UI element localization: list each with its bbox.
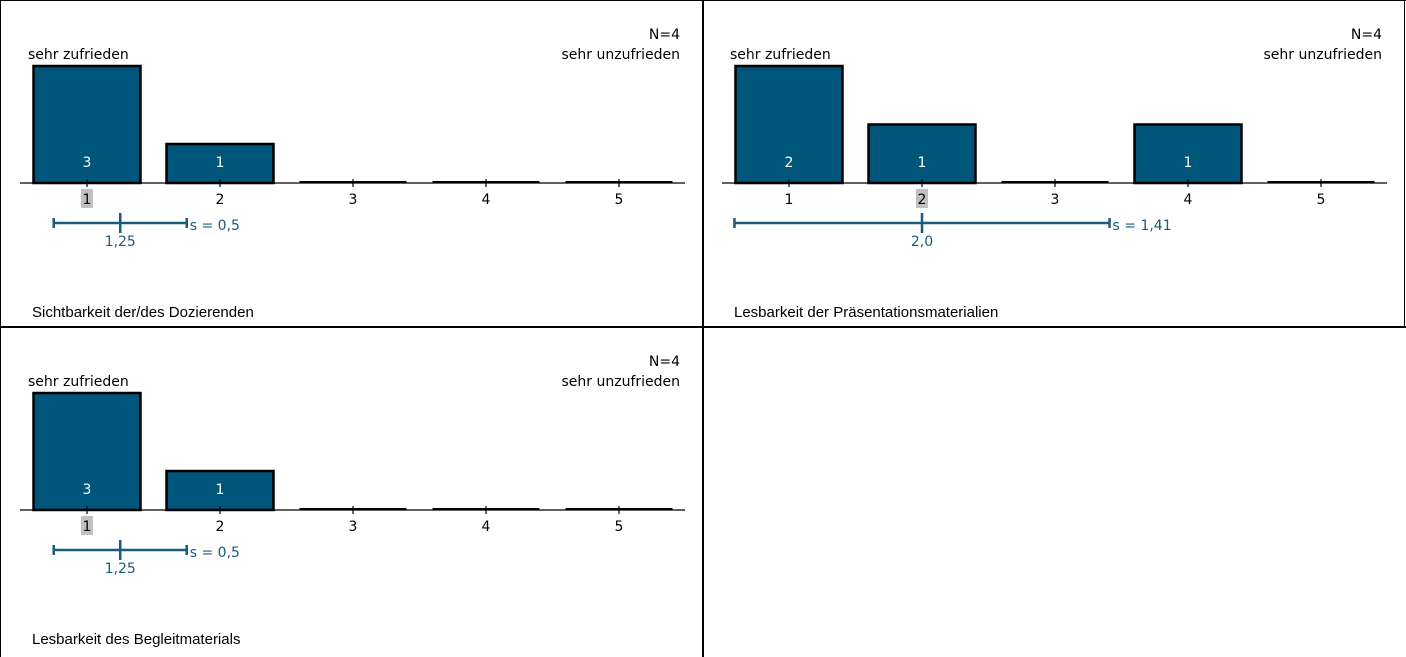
grid-divider-vertical bbox=[702, 0, 704, 657]
x-tick-label: 1 bbox=[785, 192, 794, 208]
chart-svg: N=4 sehr unzufrieden sehr zufrieden 3 1 1 2 3 4 5… bbox=[20, 27, 685, 250]
n-label: N=4 bbox=[1351, 27, 1382, 43]
bar bbox=[1133, 123, 1243, 185]
bar-value-label: 1 bbox=[918, 155, 927, 171]
bar-value-label: 3 bbox=[83, 155, 92, 171]
sd-label: s = 0,5 bbox=[190, 545, 240, 561]
sd-label: s = 0,5 bbox=[190, 218, 240, 234]
n-label: N=4 bbox=[649, 354, 680, 370]
bar bbox=[734, 64, 844, 185]
x-tick-label: 5 bbox=[615, 519, 624, 535]
grid-border-top bbox=[0, 0, 1406, 1]
median-highlight bbox=[81, 516, 93, 535]
n-label: N=4 bbox=[649, 27, 680, 43]
chart-svg: N=4 sehr unzufrieden sehr zufrieden 3 1 1 2 3 4 5… bbox=[20, 354, 685, 577]
left-anchor-label: sehr zufrieden bbox=[28, 374, 129, 390]
x-tick-label: 1 bbox=[83, 192, 92, 208]
left-anchor-label: sehr zufrieden bbox=[730, 47, 831, 63]
x-tick-label: 4 bbox=[482, 519, 491, 535]
grid-border-left bbox=[0, 0, 1, 657]
right-anchor-label: sehr unzufrieden bbox=[1263, 47, 1382, 63]
x-tick-label: 4 bbox=[1184, 192, 1193, 208]
x-tick-label: 2 bbox=[216, 192, 225, 208]
grid-border-right bbox=[1404, 0, 1405, 328]
x-tick-label: 3 bbox=[349, 192, 358, 208]
chart-svg: N=4 sehr unzufrieden sehr zufrieden 2 1 1 1 2 3 4… bbox=[722, 27, 1387, 250]
right-anchor-label: sehr unzufrieden bbox=[561, 374, 680, 390]
mean-label: 2,0 bbox=[911, 234, 933, 250]
chart-panel-3: N=4 sehr unzufrieden sehr zufrieden 3 1 1 2 3 4 5… bbox=[0, 327, 702, 653]
x-tick-label: 2 bbox=[216, 519, 225, 535]
x-tick-label: 3 bbox=[1051, 192, 1060, 208]
bar-value-label: 1 bbox=[216, 155, 225, 171]
chart-title: Sichtbarkeit der/des Dozierenden bbox=[32, 304, 254, 321]
x-tick-label: 5 bbox=[615, 192, 624, 208]
chart-title: Lesbarkeit der Präsentationsmaterialien bbox=[734, 304, 999, 321]
sd-label: s = 1,41 bbox=[1113, 218, 1172, 234]
right-anchor-label: sehr unzufrieden bbox=[561, 47, 680, 63]
bar bbox=[165, 469, 275, 512]
x-tick-label: 5 bbox=[1317, 192, 1326, 208]
median-highlight bbox=[916, 189, 928, 208]
bar-value-label: 1 bbox=[216, 482, 225, 498]
chart-panel-1: N=4 sehr unzufrieden sehr zufrieden 3 1 1 2 3 4 5… bbox=[0, 0, 702, 326]
bar-value-label: 1 bbox=[1184, 155, 1193, 171]
bar bbox=[867, 123, 977, 185]
x-tick-label: 4 bbox=[482, 192, 491, 208]
grid-divider-horizontal bbox=[0, 326, 1406, 328]
chart-panel-2: N=4 sehr unzufrieden sehr zufrieden 2 1 1 1 2 3 4… bbox=[702, 0, 1404, 326]
chart-title: Lesbarkeit des Begleitmaterials bbox=[32, 631, 241, 648]
mean-label: 1,25 bbox=[105, 561, 136, 577]
x-tick-label: 3 bbox=[349, 519, 358, 535]
mean-label: 1,25 bbox=[105, 234, 136, 250]
x-tick-label: 1 bbox=[83, 519, 92, 535]
bar-value-label: 2 bbox=[785, 155, 794, 171]
median-highlight bbox=[81, 189, 93, 208]
x-tick-label: 2 bbox=[918, 192, 927, 208]
left-anchor-label: sehr zufrieden bbox=[28, 47, 129, 63]
bar bbox=[32, 391, 142, 512]
bar-value-label: 3 bbox=[83, 482, 92, 498]
